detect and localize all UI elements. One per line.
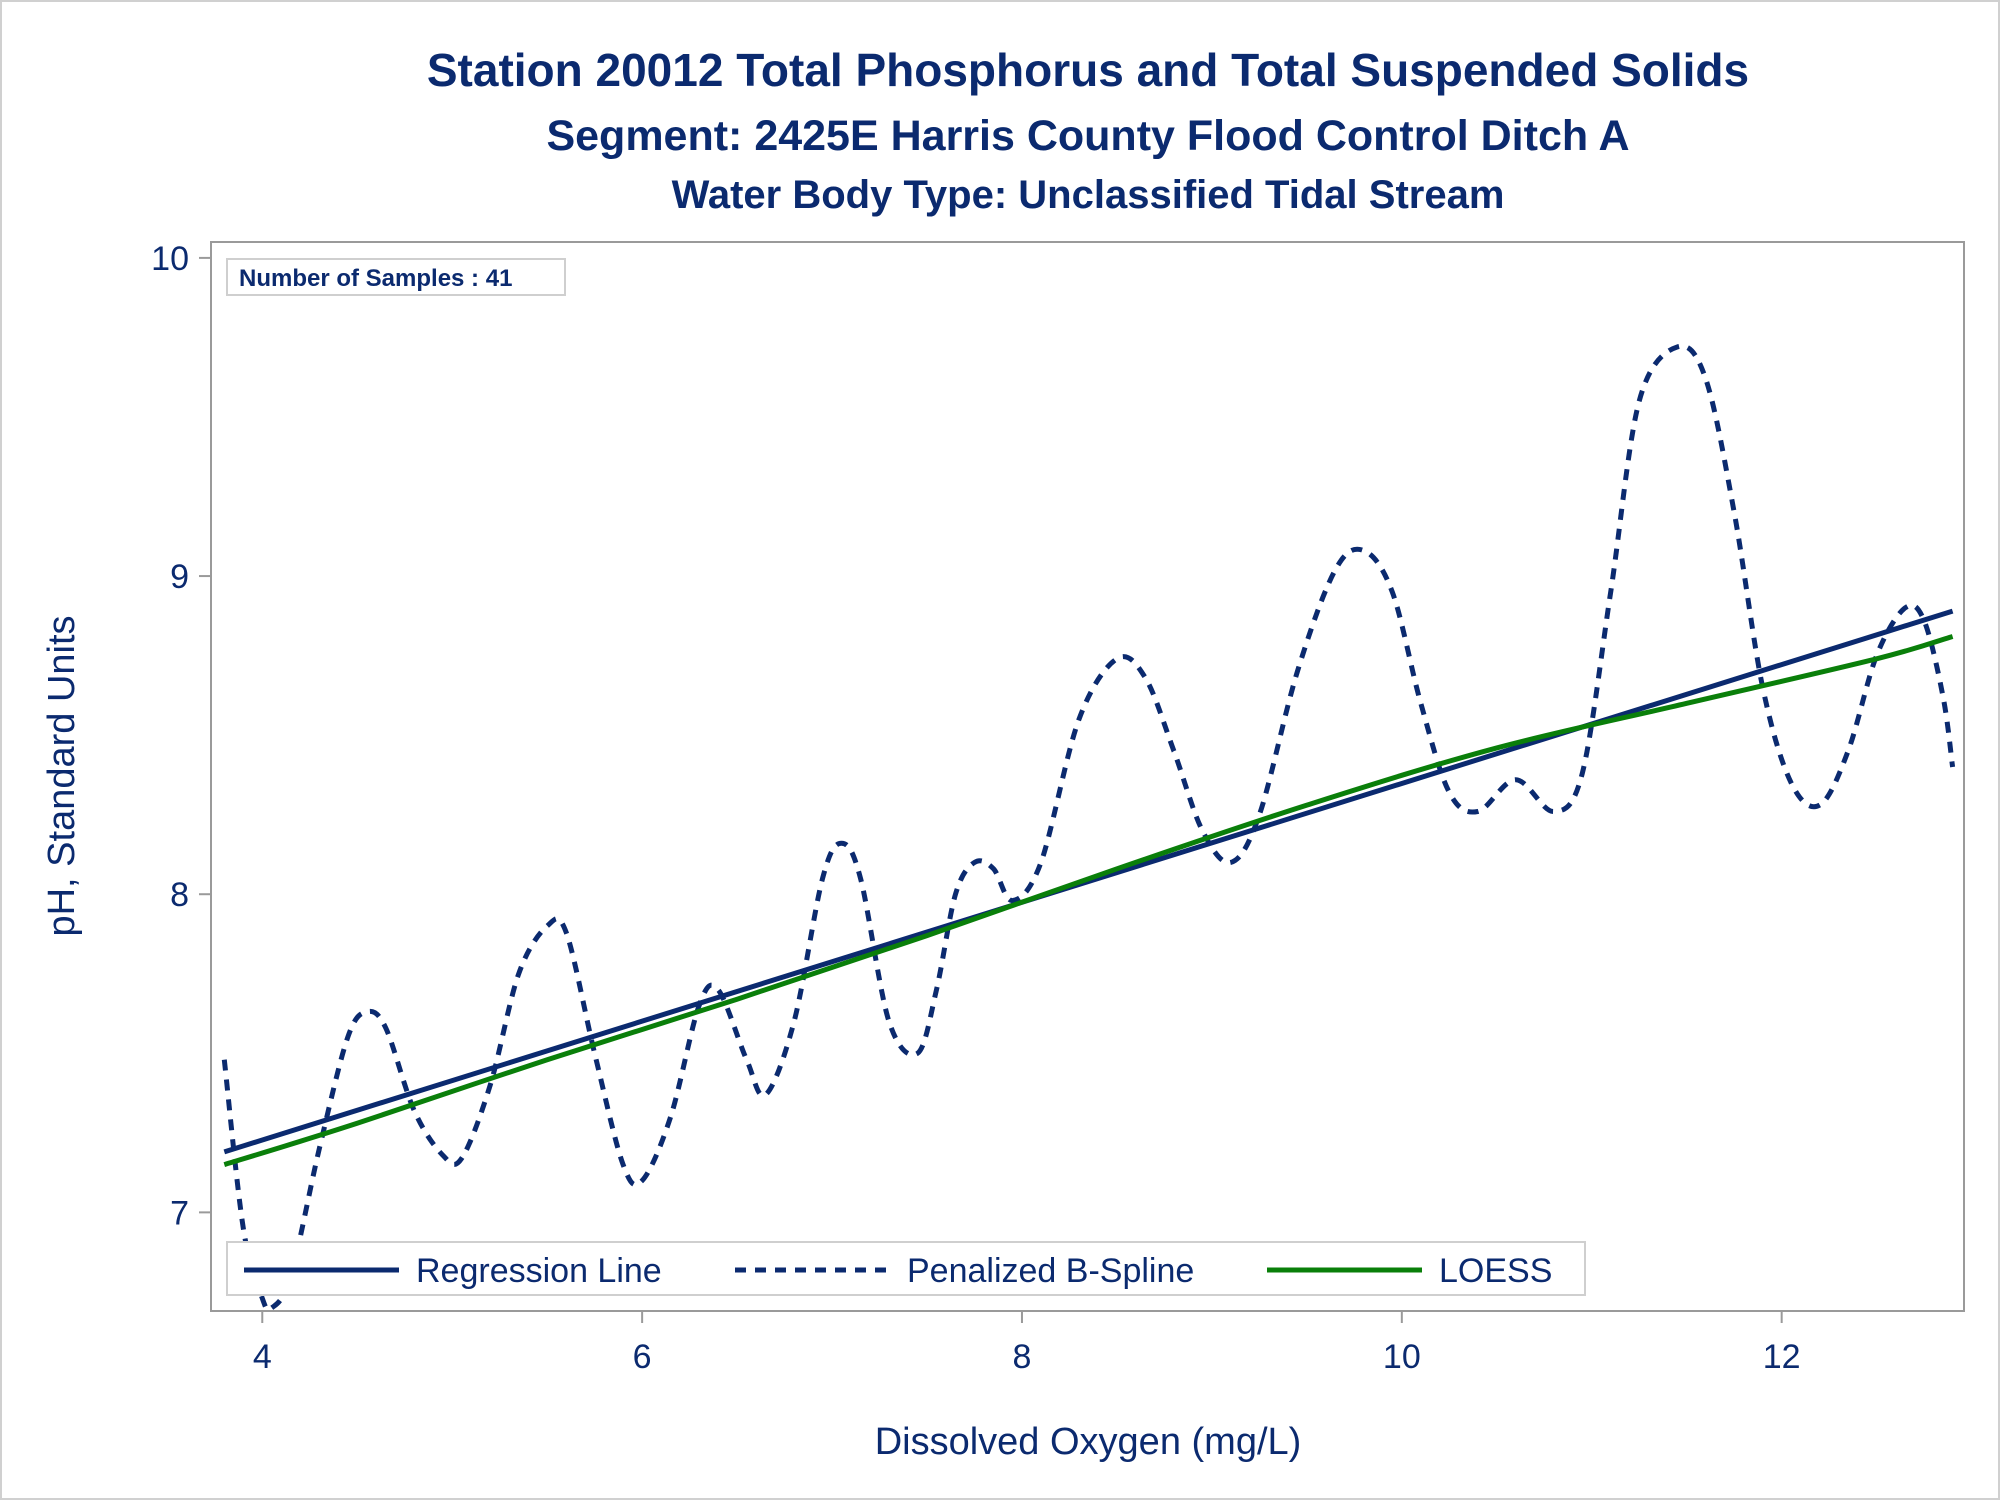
series-layer <box>221 343 1956 1313</box>
legend-label-loess: LOESS <box>1439 1252 1552 1290</box>
chart-subtitle: Segment: 2425E Harris County Flood Contr… <box>546 112 1629 160</box>
series-line-regression-line <box>223 608 1954 1155</box>
x-tick-label: 4 <box>253 1338 272 1376</box>
legend: Regression Line Penalized B-Spline LOESS <box>244 1252 1552 1290</box>
y-tick-label: 10 <box>151 240 189 278</box>
y-axis-ticks: 7 8 9 10 <box>151 240 211 1232</box>
x-tick-label: 6 <box>633 1338 652 1376</box>
chart-subtitle-2: Water Body Type: Unclassified Tidal Stre… <box>672 173 1505 217</box>
plot-area <box>210 241 1965 1312</box>
series-line-loess <box>223 634 1954 1167</box>
x-tick-label: 12 <box>1763 1338 1801 1376</box>
x-tick-label: 10 <box>1383 1338 1421 1376</box>
chart-title: Station 20012 Total Phosphorus and Total… <box>427 44 1749 96</box>
x-axis-label: Dissolved Oxygen (mg/L) <box>875 1421 1302 1463</box>
y-axis-label: pH, Standard Units <box>41 615 83 936</box>
x-axis-ticks: 4 6 8 10 12 <box>253 1311 1801 1376</box>
sample-count-box <box>226 258 566 296</box>
y-tick-label: 9 <box>170 558 189 596</box>
x-tick-label: 8 <box>1013 1338 1032 1376</box>
legend-label-regression-line: Regression Line <box>416 1252 662 1290</box>
sample-count-label: Number of Samples : 41 <box>239 265 512 292</box>
legend-label-penalized-b-spline: Penalized B-Spline <box>907 1252 1194 1290</box>
y-tick-label: 7 <box>170 1194 189 1232</box>
series-line-penalized-b-spline <box>221 343 1956 1313</box>
y-tick-label: 8 <box>170 876 189 914</box>
